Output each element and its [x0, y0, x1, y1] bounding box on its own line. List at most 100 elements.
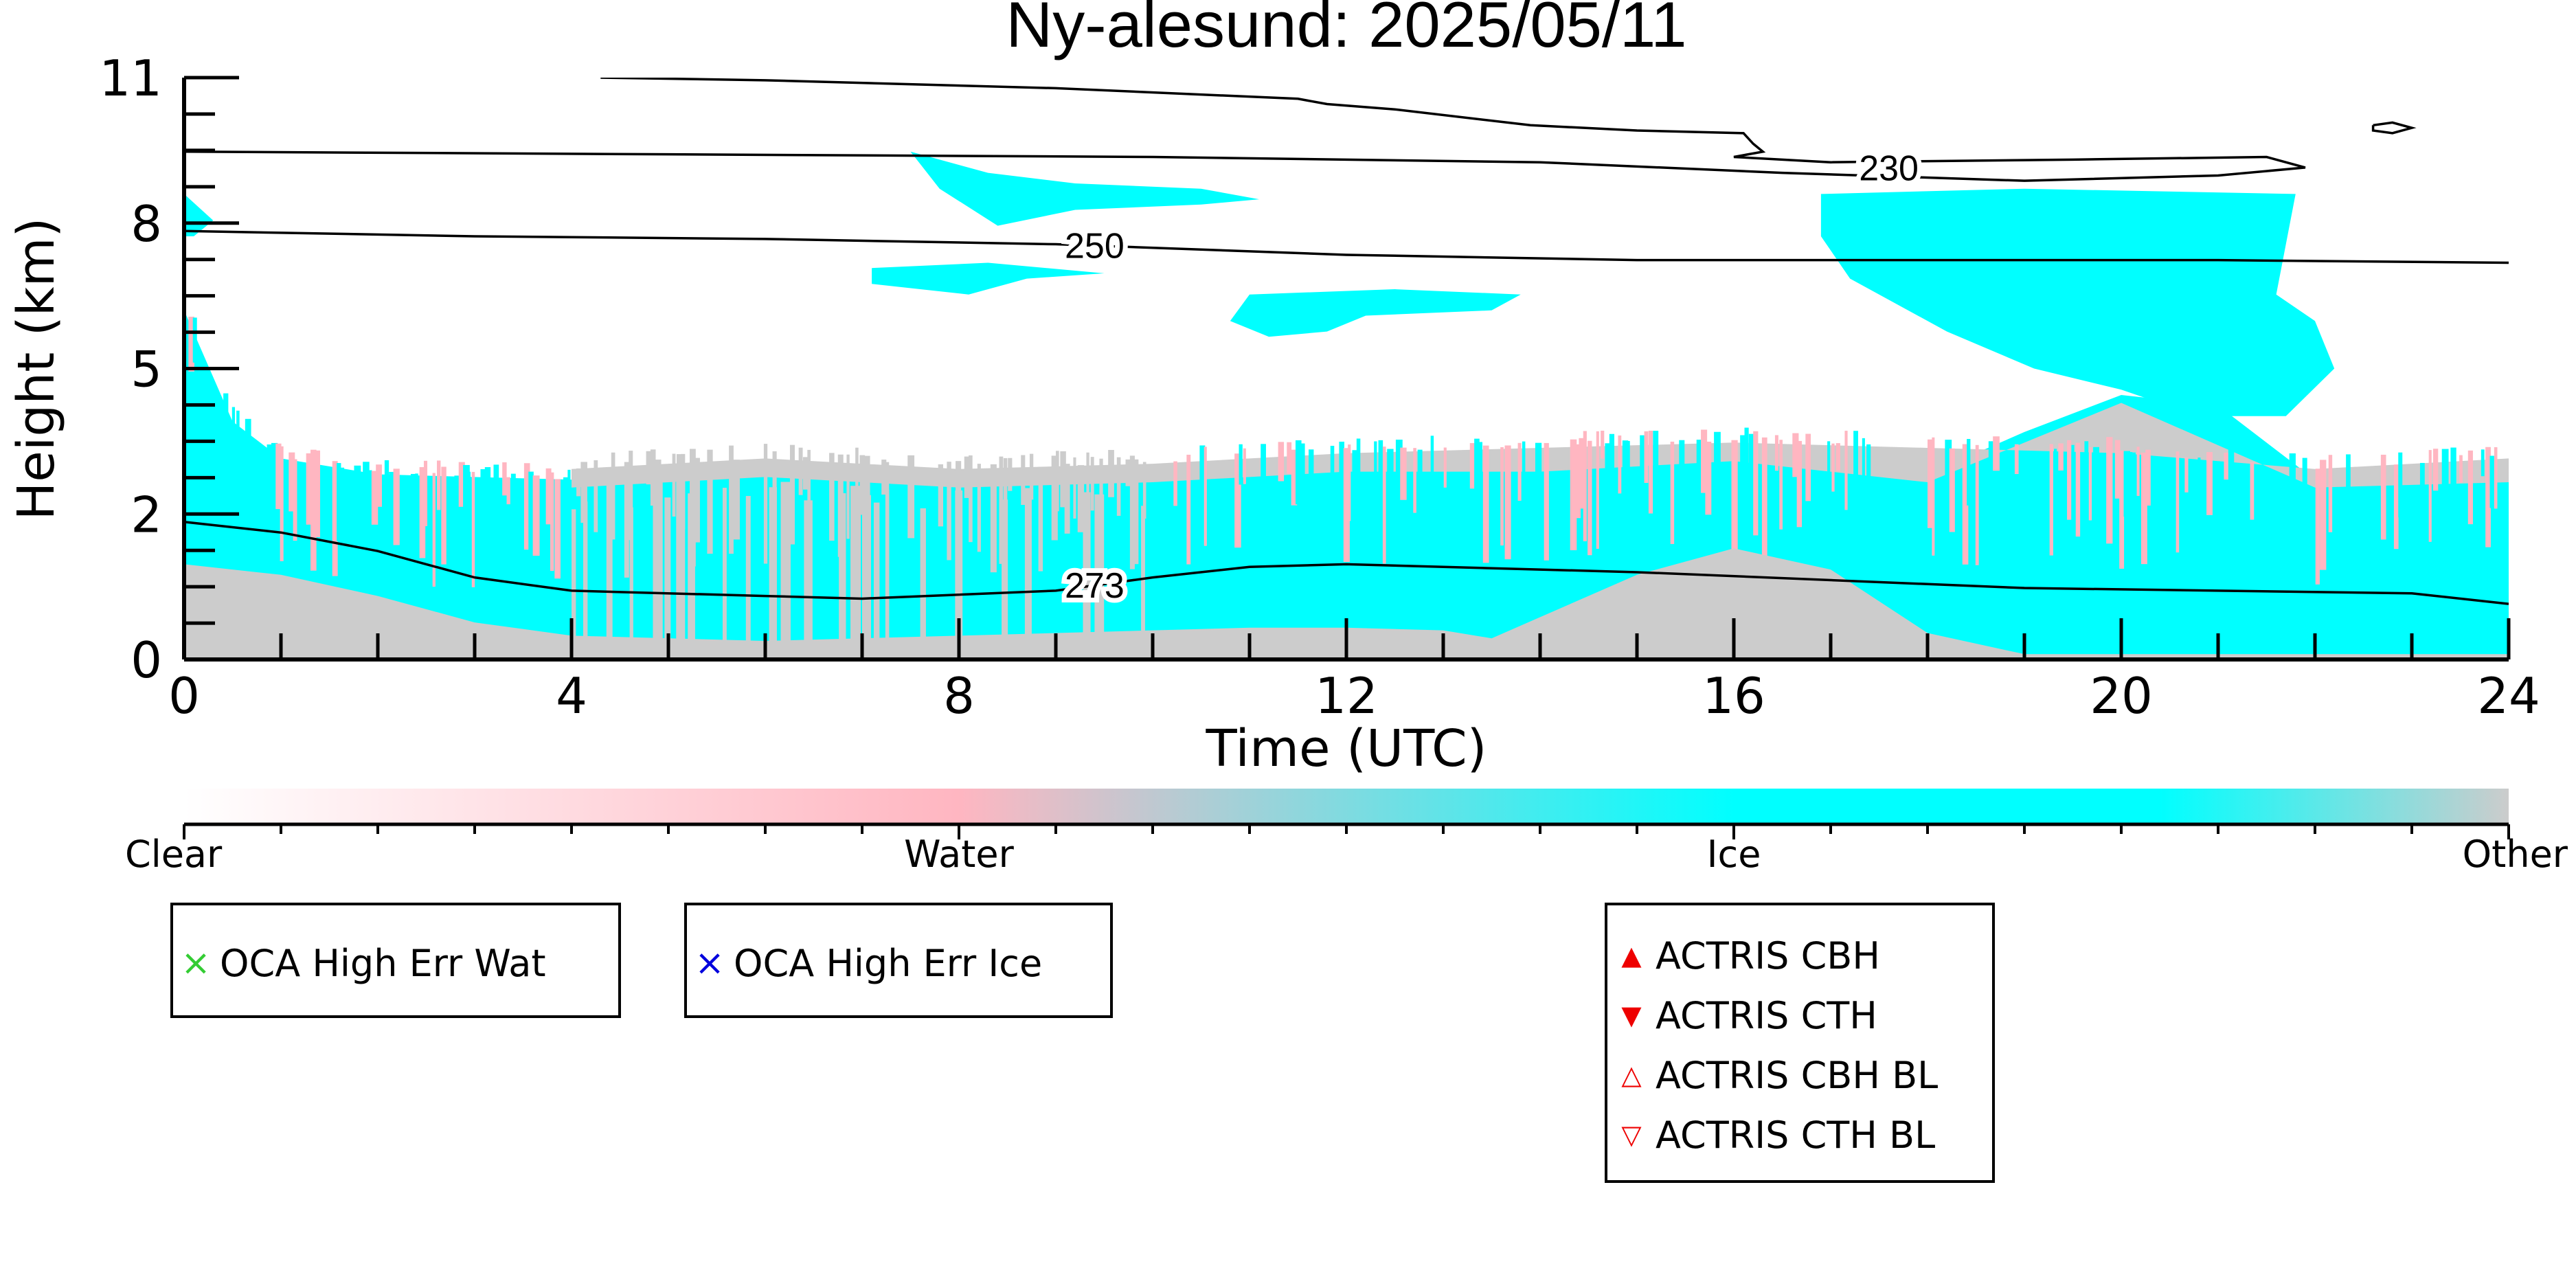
phase-streak	[236, 410, 240, 443]
phase-streak	[471, 471, 475, 587]
phase-streak	[1374, 441, 1377, 512]
phase-streak	[1129, 455, 1135, 569]
other-column	[572, 509, 576, 659]
legend-entry-actris-cth-bl: ▽ ACTRIS CTH BL	[1614, 1111, 1935, 1159]
phase-streak	[1430, 436, 1434, 526]
phase-streak	[389, 471, 396, 561]
contour-label: 273	[1065, 566, 1125, 606]
phase-streak	[646, 451, 651, 485]
phase-streak	[384, 460, 389, 525]
phase-streak	[2398, 452, 2403, 518]
phase-streak	[376, 464, 382, 507]
legend-entry-actris-cbh-bl: △ ACTRIS CBH BL	[1614, 1051, 1938, 1099]
phase-streak	[1796, 440, 1803, 528]
phase-streak	[1696, 440, 1704, 558]
other-column	[583, 501, 588, 659]
phase-streak	[432, 473, 436, 587]
phase-streak	[2071, 444, 2075, 535]
ice-cloud-0	[910, 151, 1260, 226]
phase-streak	[1827, 441, 1831, 500]
phase-streak	[1204, 447, 1207, 546]
phase-streak	[707, 449, 713, 554]
phase-streak	[1008, 457, 1013, 491]
other-column	[1024, 488, 1032, 654]
phase-streak	[2459, 455, 2463, 483]
phase-streak	[1648, 430, 1653, 514]
legend-entry-actris-cth: ▼ ACTRIS CTH	[1614, 991, 1877, 1039]
phase-streak	[506, 477, 510, 505]
phase-streak	[419, 467, 426, 558]
phase-streak	[1701, 429, 1708, 493]
phase-streak	[554, 479, 561, 579]
red-open-triangle-down-icon: ▽	[1621, 1120, 1642, 1150]
phase-streak	[1866, 444, 1871, 545]
phase-streak	[2224, 453, 2231, 480]
phase-streak	[1073, 457, 1076, 519]
phase-streak	[1038, 466, 1043, 572]
phase-streak	[964, 456, 971, 498]
colorbar-label: Water	[904, 833, 1014, 876]
phase-streak	[2197, 457, 2201, 511]
phase-streak	[441, 466, 447, 565]
phase-streak	[1348, 444, 1351, 521]
phase-streak	[846, 454, 850, 539]
phase-streak	[1234, 453, 1241, 548]
ice-cloud-2	[1230, 289, 1521, 337]
phase-streak	[1679, 440, 1685, 536]
phase-streak	[188, 317, 194, 372]
phase-streak	[650, 449, 656, 506]
phase-streak	[1835, 443, 1840, 471]
phase-streak	[2433, 449, 2439, 491]
phase-streak	[484, 467, 491, 535]
other-column	[722, 488, 727, 659]
ice-cloud-1	[872, 262, 1105, 295]
other-column	[664, 497, 671, 659]
other-column	[653, 481, 663, 650]
phase-streak	[1853, 431, 1858, 476]
phase-streak	[1090, 457, 1094, 511]
phase-streak	[1291, 449, 1298, 506]
other-column	[862, 495, 871, 659]
phase-streak	[1601, 430, 1605, 459]
phase-streak	[1330, 445, 1335, 552]
other-column	[606, 477, 613, 644]
phase-streak	[545, 468, 552, 525]
x-ticks: 0 4 8 12 16 20 24	[168, 618, 2540, 725]
phase-streak	[423, 460, 428, 526]
phase-streak	[502, 462, 507, 496]
phase-streak	[493, 464, 499, 553]
colorbar-label: Other	[2463, 833, 2568, 876]
phase-streak	[1287, 442, 1292, 474]
phase-streak	[1609, 433, 1615, 492]
phase-streak	[2127, 452, 2133, 539]
phase-streak	[2176, 451, 2180, 553]
y-tick-label: 8	[131, 195, 162, 253]
phase-streak	[332, 461, 338, 576]
phase-streak	[2450, 447, 2456, 555]
phase-streak	[1243, 448, 1246, 484]
y-tick-label: 0	[131, 631, 162, 689]
phase-streak	[1125, 459, 1133, 486]
phase-streak	[1186, 454, 1191, 565]
phase-streak	[859, 455, 866, 515]
x-tick-label: 20	[2090, 667, 2153, 725]
phase-streak	[1622, 440, 1629, 513]
phase-streak	[532, 475, 540, 556]
phase-streak	[629, 451, 633, 541]
phase-streak	[2481, 449, 2485, 477]
phase-streak	[1474, 438, 1480, 560]
phase-streak	[1779, 440, 1783, 530]
plot-area	[184, 151, 2509, 659]
other-column	[804, 500, 813, 659]
other-column	[873, 502, 880, 659]
phase-streak	[863, 455, 870, 504]
phase-streak	[2123, 451, 2131, 517]
phase-streak	[2289, 453, 2296, 490]
phase-streak	[2114, 440, 2121, 499]
phase-colorbar: Clear Water Ice Other	[125, 789, 2568, 876]
colorbar-label: Ice	[1707, 833, 1761, 876]
phase-streak	[733, 460, 740, 540]
phase-streak	[1644, 431, 1649, 483]
phase-streak	[289, 452, 295, 512]
phase-streak	[341, 467, 345, 563]
